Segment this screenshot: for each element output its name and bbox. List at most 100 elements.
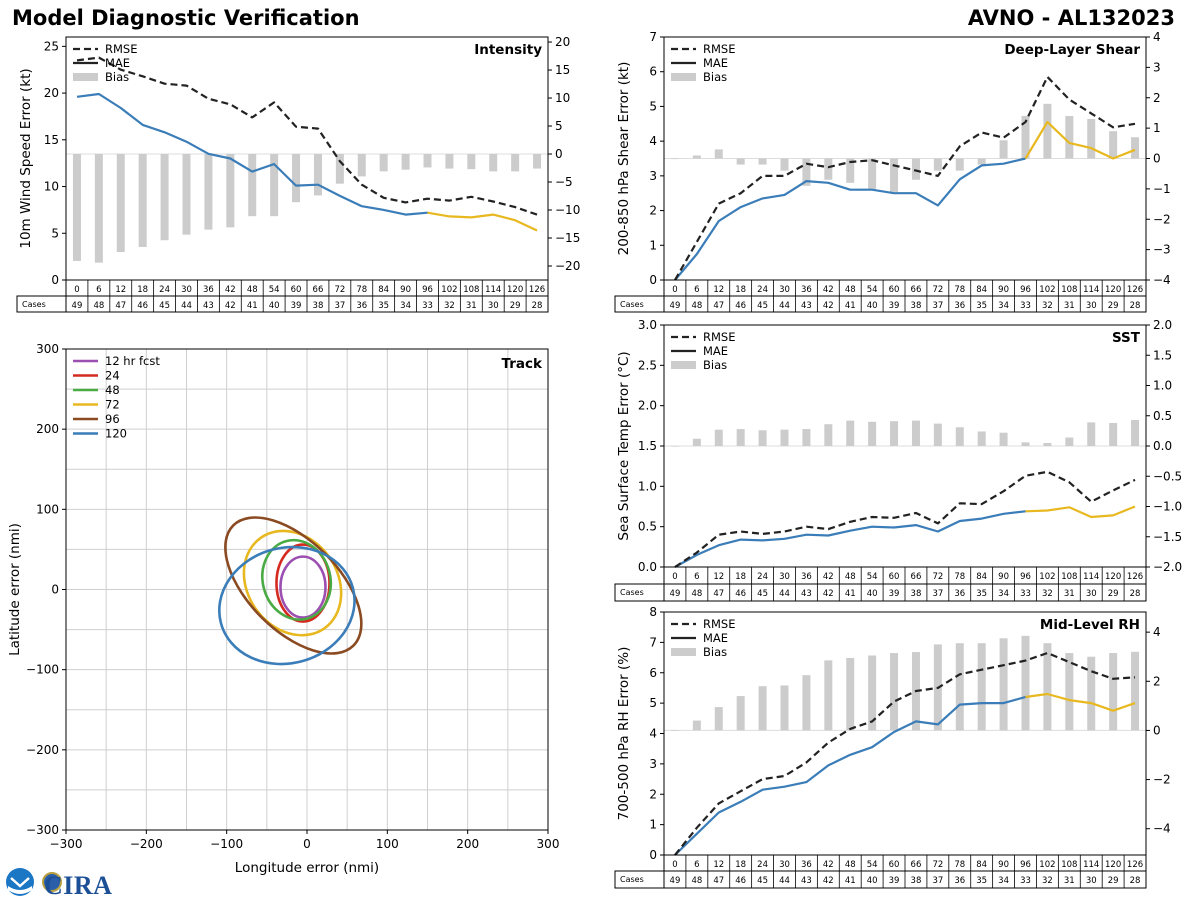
bias-bar bbox=[670, 446, 679, 447]
y-axis-label: Latitude error (nmi) bbox=[7, 523, 23, 656]
hour-label: 42 bbox=[823, 572, 834, 582]
noaa-wave-icon bbox=[8, 886, 32, 894]
hour-label: 60 bbox=[889, 572, 900, 582]
hour-label: 36 bbox=[801, 285, 812, 295]
cases-row bbox=[16, 295, 549, 313]
bias-bar bbox=[999, 638, 1008, 731]
hour-label: 114 bbox=[1083, 572, 1099, 582]
bias-bar bbox=[955, 158, 964, 171]
hour-label: 72 bbox=[932, 285, 943, 295]
y-tick-label: 300 bbox=[36, 342, 59, 356]
case-count: 45 bbox=[757, 876, 768, 886]
legend-label: 72 bbox=[105, 398, 120, 412]
case-count: 35 bbox=[976, 876, 987, 886]
track-ellipse bbox=[261, 538, 333, 621]
case-count: 38 bbox=[313, 301, 324, 311]
hour-label: 66 bbox=[911, 285, 922, 295]
y2-tick-label: 5 bbox=[555, 119, 563, 133]
hour-label: 66 bbox=[911, 860, 922, 870]
panel-title: Deep-Layer Shear bbox=[1004, 42, 1140, 58]
y2-tick-label: −1 bbox=[1153, 182, 1171, 196]
hour-label: 96 bbox=[422, 285, 433, 295]
case-count: 47 bbox=[713, 589, 724, 599]
bias-bar bbox=[248, 154, 257, 217]
y2-tick-label: 0.5 bbox=[1153, 409, 1172, 423]
y2-tick-label: 0 bbox=[1153, 723, 1161, 737]
hour-label: 102 bbox=[1039, 572, 1055, 582]
hour-label: 60 bbox=[889, 860, 900, 870]
case-count: 46 bbox=[735, 589, 746, 599]
hour-label: 120 bbox=[1105, 860, 1121, 870]
bias-bar bbox=[692, 155, 701, 159]
legend-label: Bias bbox=[703, 70, 727, 84]
legend-label: 24 bbox=[105, 369, 120, 383]
case-count: 37 bbox=[334, 301, 345, 311]
y-tick-label: 4 bbox=[649, 727, 657, 741]
y-tick-label: 25 bbox=[44, 39, 59, 53]
mae-line-late bbox=[1024, 120, 1136, 160]
case-count: 31 bbox=[466, 301, 477, 311]
case-count: 49 bbox=[670, 876, 681, 886]
bias-bar bbox=[714, 429, 723, 446]
hour-label: 126 bbox=[1127, 860, 1143, 870]
hour-label: 66 bbox=[911, 572, 922, 582]
hour-label: 18 bbox=[735, 285, 746, 295]
y-tick-label: 3 bbox=[649, 757, 657, 771]
hour-label: 18 bbox=[735, 860, 746, 870]
y-tick-label: −100 bbox=[26, 663, 59, 677]
hour-label: 48 bbox=[845, 285, 856, 295]
legend-label: Bias bbox=[703, 358, 727, 372]
legend-label: MAE bbox=[105, 56, 130, 70]
cira-logo: CIRA bbox=[6, 868, 112, 898]
y-tick-label: 1.0 bbox=[638, 479, 657, 493]
case-count: 47 bbox=[713, 301, 724, 311]
case-count: 41 bbox=[845, 876, 856, 886]
page-title: Model Diagnostic Verification bbox=[12, 6, 360, 30]
case-count: 39 bbox=[291, 301, 302, 311]
x-axis-label: Longitude error (nmi) bbox=[235, 860, 379, 876]
cases-label: Cases bbox=[22, 300, 46, 309]
y-tick-label: 6 bbox=[649, 65, 657, 79]
hour-label: 24 bbox=[757, 285, 768, 295]
case-count: 48 bbox=[691, 876, 702, 886]
hour-label: 0 bbox=[672, 572, 677, 582]
legend-label: MAE bbox=[703, 56, 728, 70]
case-count: 43 bbox=[203, 301, 214, 311]
y-axis-label: Sea Surface Temp Error (°C) bbox=[616, 351, 632, 540]
case-count: 35 bbox=[976, 589, 987, 599]
y-tick-label: 5 bbox=[649, 99, 657, 113]
y-tick-label: 7 bbox=[649, 30, 657, 44]
hour-label: 12 bbox=[713, 860, 724, 870]
case-count: 48 bbox=[93, 301, 104, 311]
cases-row bbox=[614, 870, 1147, 889]
bias-bar bbox=[160, 154, 169, 241]
y-tick-label: 0.5 bbox=[638, 520, 657, 534]
hour-label: 12 bbox=[713, 572, 724, 582]
bias-bar bbox=[1065, 653, 1074, 731]
hour-label: 84 bbox=[378, 285, 389, 295]
hour-label: 78 bbox=[954, 860, 965, 870]
bias-bar bbox=[489, 154, 498, 172]
hour-label: 126 bbox=[1127, 285, 1143, 295]
hour-label: 30 bbox=[779, 860, 790, 870]
hour-label: 24 bbox=[757, 860, 768, 870]
bias-bar bbox=[780, 158, 789, 171]
x-tick-label: 100 bbox=[376, 837, 399, 851]
panel-title: SST bbox=[1112, 330, 1141, 346]
rmse-line bbox=[674, 651, 1136, 856]
bias-bar bbox=[714, 149, 723, 159]
hour-label: 42 bbox=[823, 285, 834, 295]
hour-label: 84 bbox=[976, 285, 987, 295]
case-count: 33 bbox=[422, 301, 433, 311]
case-count: 48 bbox=[691, 301, 702, 311]
case-count: 36 bbox=[954, 301, 965, 311]
y-tick-label: 1 bbox=[649, 818, 657, 832]
legend-bias-swatch bbox=[73, 73, 98, 81]
case-count: 39 bbox=[889, 876, 900, 886]
case-count: 30 bbox=[488, 301, 499, 311]
y2-tick-label: −3 bbox=[1153, 243, 1171, 257]
case-count: 36 bbox=[356, 301, 367, 311]
case-count: 29 bbox=[1108, 301, 1119, 311]
y-tick-label: 10 bbox=[44, 180, 59, 194]
y2-tick-label: −4 bbox=[1153, 273, 1171, 287]
